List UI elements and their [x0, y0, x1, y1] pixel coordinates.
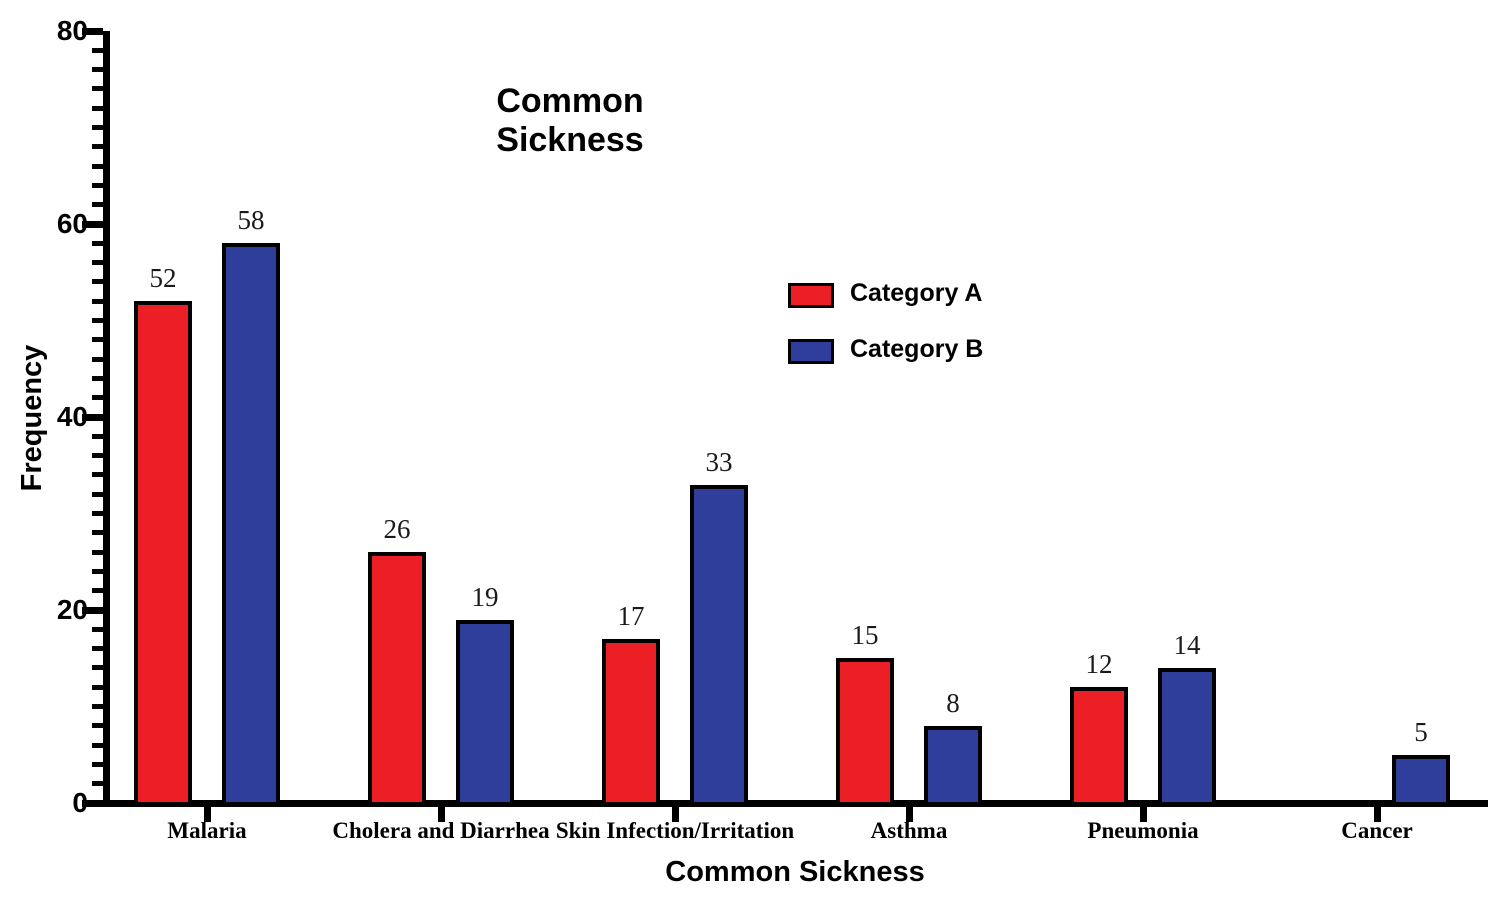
y-minor-tick: [92, 646, 103, 652]
y-minor-tick: [92, 144, 103, 150]
y-minor-tick: [92, 105, 103, 111]
y-minor-tick: [92, 260, 103, 266]
y-minor-tick: [92, 240, 103, 246]
bar-category-a-skin-infection-irritation: [602, 639, 660, 806]
y-minor-tick: [92, 395, 103, 401]
category-label-cancer: Cancer: [1341, 818, 1413, 843]
x-tick: [1373, 807, 1381, 822]
y-major-tick: [82, 27, 103, 35]
y-minor-tick: [92, 530, 103, 536]
legend-swatch-category-a: [788, 283, 834, 308]
y-minor-tick: [92, 511, 103, 516]
y-minor-tick: [92, 742, 103, 748]
y-major-tick: [82, 413, 103, 421]
y-minor-tick: [92, 298, 103, 304]
y-tick-label: 40: [56, 401, 88, 432]
category-label-asthma: Asthma: [870, 818, 948, 843]
category-label-pneumonia: Pneumonia: [1087, 818, 1199, 843]
bar-value-category-b-asthma: 8: [946, 687, 960, 718]
y-minor-tick: [92, 47, 103, 53]
y-minor-tick: [92, 491, 103, 497]
bar-category-b-skin-infection-irritation: [690, 484, 748, 806]
bar-value-category-b-skin-infection-irritation: 33: [705, 446, 733, 477]
bar-value-category-a-pneumonia: 12: [1085, 649, 1113, 680]
y-minor-tick: [92, 568, 103, 574]
chart-title: Common Sickness: [496, 82, 644, 159]
y-minor-tick: [92, 337, 103, 343]
x-tick: [437, 807, 445, 822]
y-tick-label: 80: [56, 15, 88, 46]
x-axis-title: Common Sickness: [665, 856, 925, 888]
bar-value-category-b-cancer: 5: [1414, 716, 1428, 747]
category-label-skin-infection-irritation: Skin Infection/Irritation: [555, 818, 795, 843]
y-minor-tick: [92, 318, 103, 323]
y-major-tick: [82, 220, 103, 228]
y-minor-tick: [92, 86, 103, 92]
y-axis-line: [103, 31, 110, 803]
y-minor-tick: [92, 182, 103, 188]
bar-category-b-cholera-and-diarrhea: [456, 619, 514, 806]
bar-value-category-a-cholera-and-diarrhea: 26: [383, 514, 411, 545]
x-axis-line: [103, 800, 1488, 807]
y-tick-label: 0: [72, 787, 88, 818]
y-minor-tick: [92, 375, 103, 381]
y-minor-tick: [92, 761, 103, 767]
category-label-malaria: Malaria: [167, 818, 247, 843]
y-minor-tick: [92, 356, 103, 362]
bar-value-category-b-pneumonia: 14: [1173, 629, 1201, 660]
x-tick: [905, 807, 913, 822]
bar-category-b-cancer: [1392, 754, 1450, 807]
legend-label-category-a: Category A: [850, 279, 983, 307]
y-minor-tick: [92, 588, 103, 594]
legend-label-category-b: Category B: [850, 335, 984, 363]
bar-value-category-a-asthma: 15: [851, 620, 879, 651]
y-minor-tick: [92, 67, 103, 73]
bar-category-a-asthma: [836, 658, 894, 807]
y-minor-tick: [92, 433, 103, 439]
bar-category-a-malaria: [134, 301, 192, 806]
legend-swatch-category-b: [788, 339, 834, 364]
y-tick-label: 20: [56, 594, 88, 625]
bar-category-a-cholera-and-diarrhea: [368, 552, 426, 806]
y-minor-tick: [92, 665, 103, 671]
x-tick: [671, 807, 679, 822]
bar-value-category-b-cholera-and-diarrhea: 19: [471, 581, 499, 612]
y-minor-tick: [92, 202, 103, 208]
y-minor-tick: [92, 626, 103, 632]
y-minor-tick: [92, 279, 103, 285]
y-minor-tick: [92, 704, 103, 709]
bar-value-category-a-skin-infection-irritation: 17: [617, 601, 645, 631]
bar-category-b-malaria: [222, 243, 280, 806]
bar-value-category-a-malaria: 52: [149, 263, 177, 294]
y-minor-tick: [92, 684, 103, 690]
y-minor-tick: [92, 163, 103, 169]
y-tick-label: 60: [56, 208, 88, 239]
x-tick: [203, 807, 211, 822]
bar-value-category-b-malaria: 58: [237, 205, 265, 236]
y-minor-tick: [92, 549, 103, 555]
bar-category-b-pneumonia: [1158, 667, 1216, 806]
y-major-tick: [82, 606, 103, 614]
bar-category-b-asthma: [924, 725, 982, 806]
x-tick: [1139, 807, 1147, 822]
y-minor-tick: [92, 453, 103, 459]
y-minor-tick: [92, 723, 103, 729]
bar-category-a-pneumonia: [1070, 687, 1128, 806]
y-minor-tick: [92, 125, 103, 130]
y-major-tick: [82, 799, 103, 807]
y-minor-tick: [92, 781, 103, 787]
category-label-cholera-and-diarrhea: Cholera and Diarrhea: [332, 818, 550, 843]
y-minor-tick: [92, 472, 103, 478]
